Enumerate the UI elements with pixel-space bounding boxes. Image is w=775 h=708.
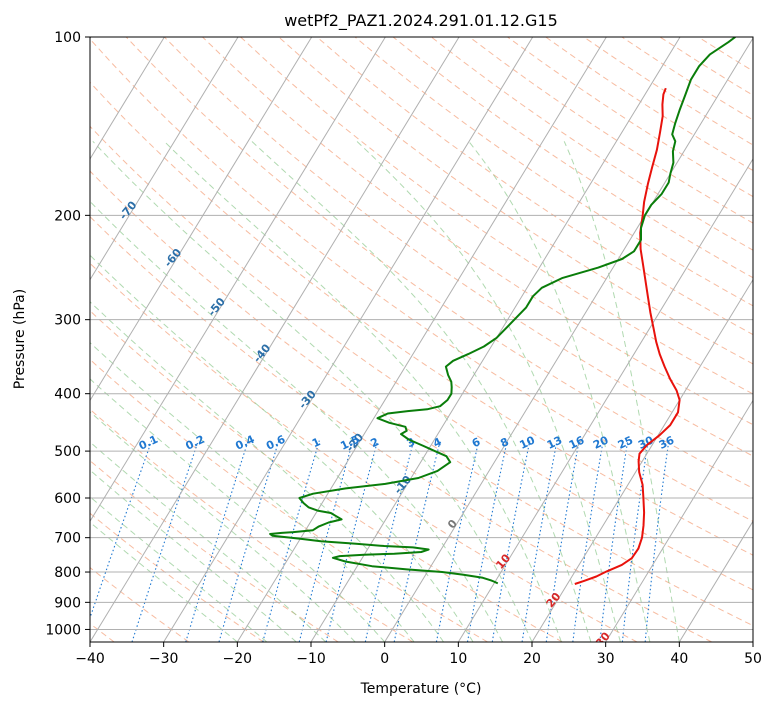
dry-adiabat: [90, 358, 488, 642]
dry-adiabat: [240, 37, 753, 395]
dry-adiabat: [90, 215, 712, 642]
dry-adiabats: [90, 37, 753, 642]
y-tick-label: 700: [54, 531, 81, 547]
mixing-ratio-line: [572, 440, 604, 642]
dry-adiabat: [90, 125, 753, 591]
y-tick-label: 300: [54, 313, 81, 329]
isotherm-line: [236, 37, 607, 642]
dry-adiabat: [90, 566, 190, 642]
x-tick-label: 0: [380, 651, 389, 667]
isotherm-line: [163, 37, 534, 642]
mixing-ratio-line: [521, 440, 558, 642]
x-tick-label: 50: [744, 651, 762, 667]
chart-title: wetPf2_PAZ1.2024.291.01.12.G15: [284, 11, 558, 31]
mixing-ratio-label: 30: [636, 433, 656, 451]
isotherm-line: [90, 37, 165, 160]
x-tick-label: 10: [449, 651, 467, 667]
mixing-ratio-line: [621, 440, 649, 642]
isotherm-line: [90, 37, 313, 402]
mixing-ratio-line: [545, 440, 580, 642]
isotherm-line: [384, 37, 753, 642]
mixing-ratio-lines: [90, 440, 670, 642]
plot-area: -100-90-80-70-60-50-40-30-20-10010203040…: [90, 37, 753, 642]
isotherm-line: [678, 520, 753, 642]
y-tick-label: 400: [54, 387, 81, 403]
mixing-ratio-line: [325, 440, 379, 642]
y-axis-label: Pressure (hPa): [12, 289, 28, 389]
y-tick-label: 900: [54, 595, 81, 611]
mixing-ratio-line: [218, 440, 280, 642]
y-axis: 100 200 300 400 500 600 700 800 900 1000: [45, 30, 90, 638]
sounding-series: [269, 37, 736, 585]
mixing-ratio-line: [599, 440, 629, 642]
mixing-ratio-line: [298, 440, 354, 642]
mixing-ratio-line: [364, 440, 415, 642]
y-tick-label: 200: [54, 208, 81, 224]
y-tick-label: 500: [54, 444, 81, 460]
mixing-ratio-label: 13: [545, 434, 564, 452]
y-tick-label: 800: [54, 565, 81, 581]
dewpoint-line: [269, 37, 736, 585]
mixing-ratio-label: 36: [657, 433, 677, 451]
x-tick-label: −20: [223, 651, 253, 667]
dry-adiabat: [90, 262, 638, 642]
x-tick-label: −30: [149, 651, 179, 667]
isotherm-line: [457, 157, 753, 642]
dry-adiabat: [202, 37, 753, 426]
dry-adiabat: [90, 81, 753, 556]
x-tick-label: 40: [670, 651, 688, 667]
temperature-line: [574, 87, 681, 585]
x-tick-label: −10: [296, 651, 326, 667]
x-tick-label: −40: [75, 651, 105, 667]
mixing-ratio-label: 10: [518, 433, 538, 451]
x-tick-label: 20: [523, 651, 541, 667]
y-tick-label: 1000: [45, 622, 81, 638]
dry-adiabat: [90, 310, 563, 642]
mixing-ratio-label: 25: [616, 434, 635, 452]
x-axis-label: Temperature (°C): [360, 681, 482, 697]
mixing-ratio-line: [262, 440, 320, 642]
y-tick-label: 600: [54, 491, 81, 507]
isotherm-line: [90, 37, 460, 642]
x-axis: −40 −30 −20 −10 0 10 20 30 40 50: [75, 642, 762, 667]
isotherm-line: [90, 37, 239, 281]
dry-adiabat: [90, 512, 264, 642]
isotherm-line: [90, 37, 386, 523]
mixing-ratio-line: [185, 440, 249, 642]
isotherm-line: [531, 278, 753, 642]
mixing-ratio-label: 16: [567, 433, 587, 451]
mixing-ratio-line: [491, 440, 531, 642]
mixing-ratio-line: [644, 440, 670, 642]
mixing-ratio-label: 20: [591, 433, 611, 451]
mixing-ratio-line: [435, 440, 480, 642]
dry-adiabat: [354, 37, 753, 307]
x-tick-label: 30: [597, 651, 615, 667]
plot-frame: [89, 36, 754, 643]
y-tick-label: 100: [54, 30, 81, 46]
dry-adiabat: [90, 170, 753, 627]
mixing-ratio-line: [466, 440, 508, 642]
isotherm-line: [605, 399, 753, 642]
